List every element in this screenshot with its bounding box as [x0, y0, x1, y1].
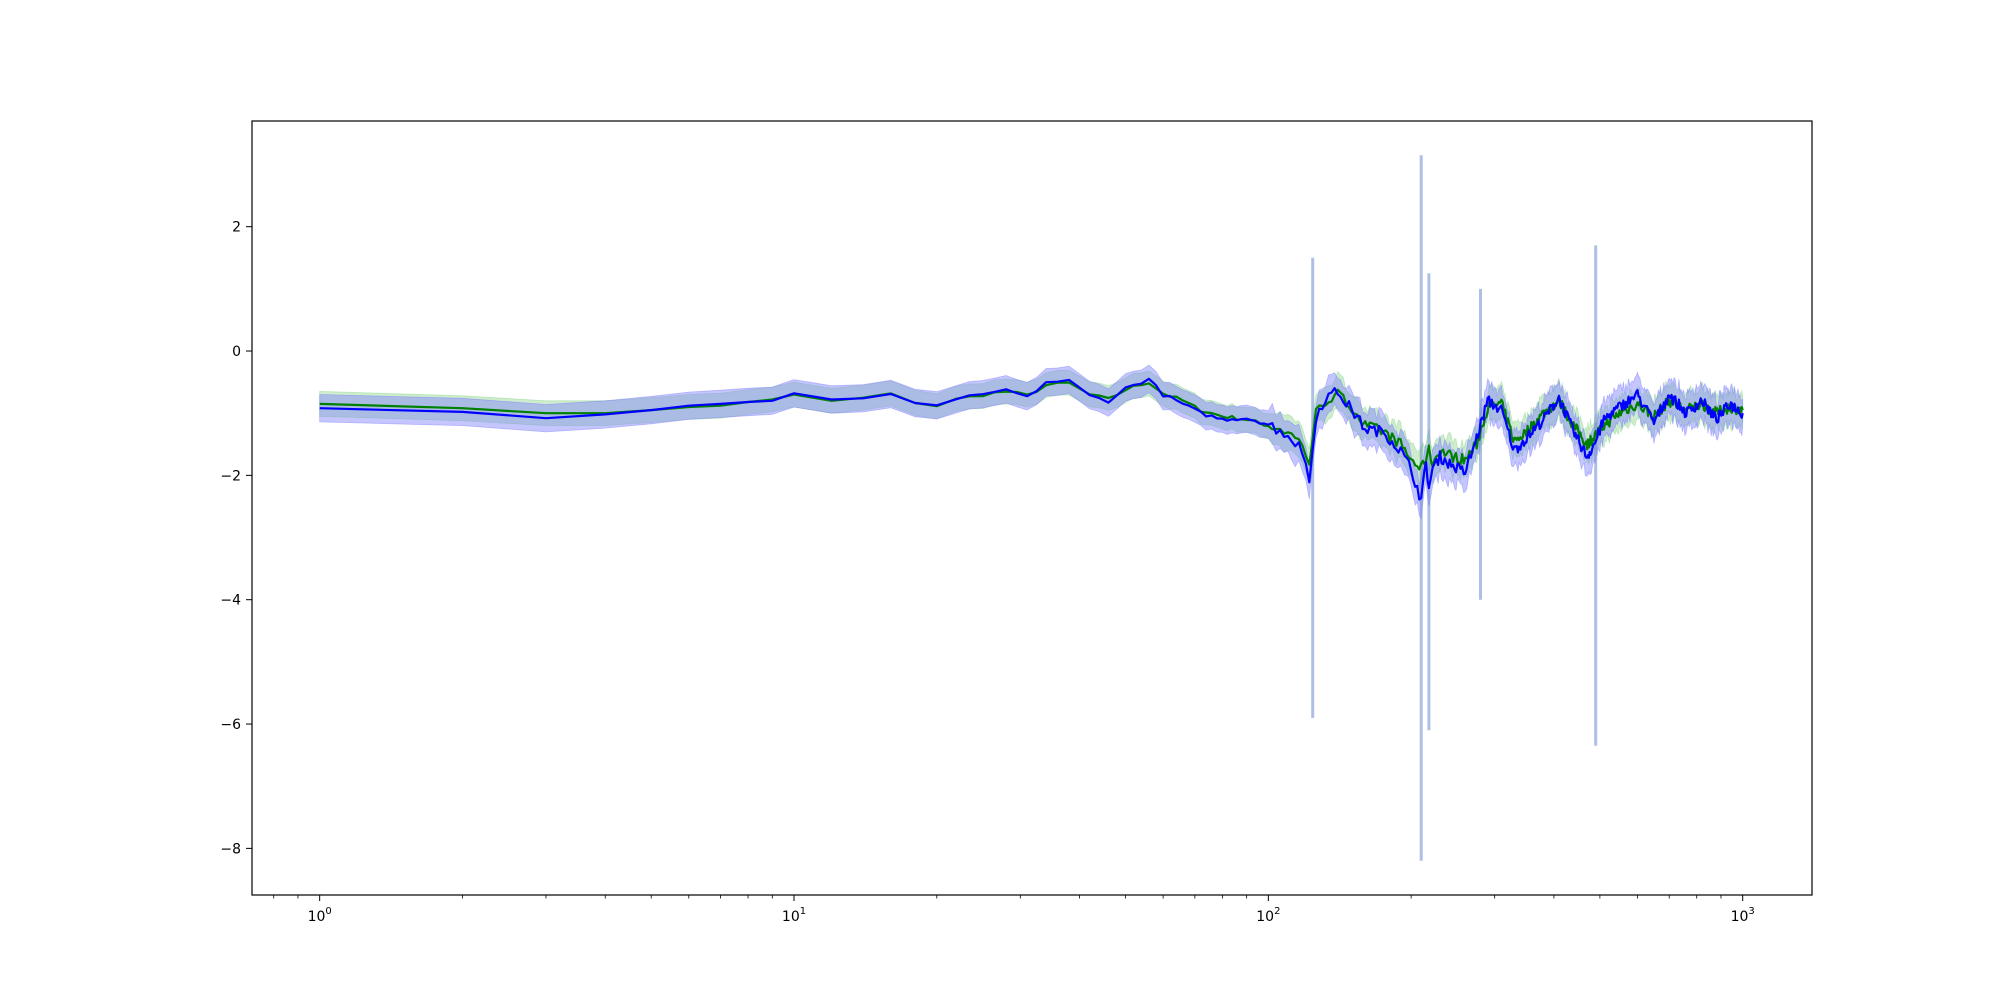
y-tick-label-3: −2	[220, 468, 241, 484]
y-axis: 2 0 −2 −4 −6 −8	[220, 220, 252, 857]
band-spike-3	[1427, 273, 1431, 731]
y-tick-label-4: −4	[220, 593, 241, 609]
axes-frame	[251, 120, 1813, 896]
band-spike-1	[1311, 257, 1315, 718]
y-tick-label-5: −6	[220, 717, 241, 733]
y-tick-label-2: 0	[232, 344, 241, 360]
band-spike-5	[1594, 245, 1598, 746]
y-tick-label-1: 2	[232, 220, 241, 236]
plot-area	[319, 155, 1744, 861]
band-spike-4	[1479, 288, 1482, 600]
band-spike-2	[1419, 155, 1423, 861]
y-tick-label-6: −8	[220, 841, 241, 857]
series-line-2	[319, 377, 1744, 501]
confidence-band-series-2	[319, 364, 1744, 520]
